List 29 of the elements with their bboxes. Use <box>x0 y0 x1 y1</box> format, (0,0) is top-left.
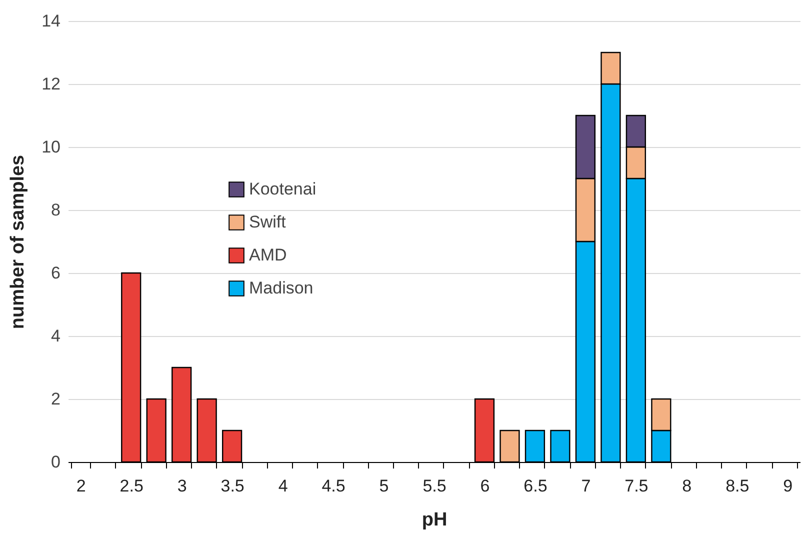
x-tick-label: 3.5 <box>220 476 244 496</box>
legend-label: AMD <box>249 246 287 264</box>
y-tick-label: 2 <box>51 390 60 408</box>
x-tick-label: 4 <box>278 476 288 496</box>
y-axis-title: number of samples <box>8 154 29 330</box>
y-tick-label: 0 <box>51 452 60 472</box>
x-tick-label: 2 <box>76 476 86 496</box>
x-tick-label: 5.5 <box>422 476 446 496</box>
legend-label: Madison <box>249 278 314 298</box>
y-tick-label: 12 <box>42 74 60 94</box>
y-tick-label: 6 <box>51 264 60 282</box>
x-axis-title: pH <box>422 510 448 530</box>
x-tick-label: 6 <box>480 476 490 496</box>
x-tick-label: 8.5 <box>726 476 750 496</box>
x-tick-label: 2.5 <box>120 476 144 496</box>
x-tick-label: 3 <box>177 476 187 496</box>
x-tick-label: 4.5 <box>322 476 346 496</box>
x-tick-label: 8 <box>682 476 692 496</box>
x-tick-label: 7.5 <box>624 476 648 496</box>
legend-label: Kootenai <box>249 180 316 198</box>
legend-label: Swift <box>249 212 286 232</box>
x-tick-label: 7 <box>581 476 591 496</box>
x-tick-label: 9 <box>783 476 793 496</box>
y-tick-label: 4 <box>51 326 60 346</box>
y-tick-label: 8 <box>51 200 60 220</box>
y-tick-label: 14 <box>42 12 60 30</box>
y-tick-label: 10 <box>42 138 60 156</box>
x-tick-label: 6.5 <box>524 476 548 496</box>
x-tick-label: 5 <box>379 476 389 496</box>
